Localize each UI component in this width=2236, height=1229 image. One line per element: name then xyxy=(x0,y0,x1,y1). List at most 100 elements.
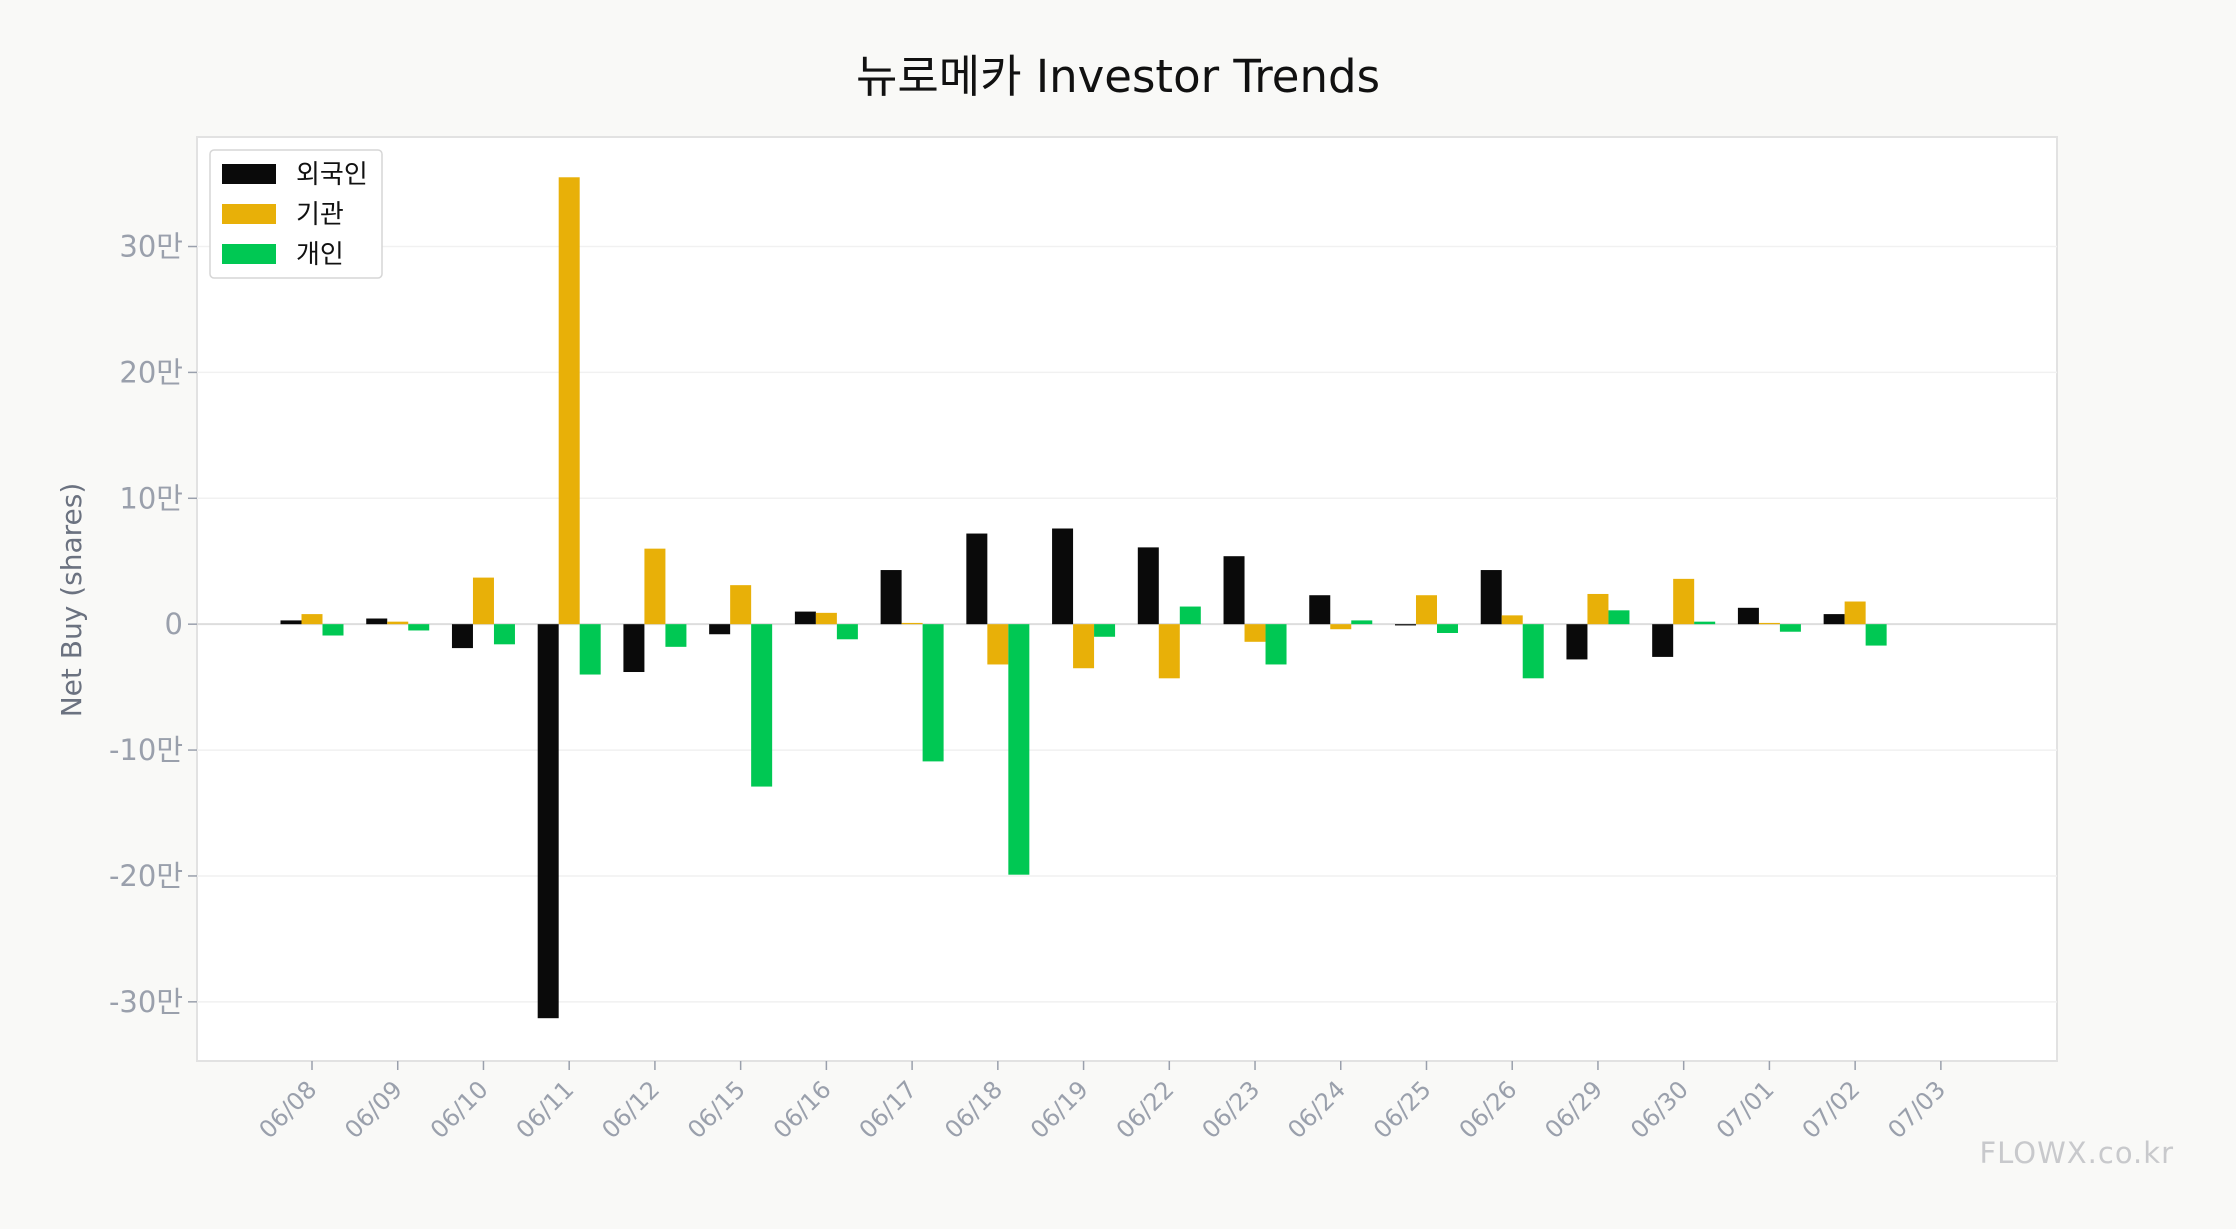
bar-외국인-06/26 xyxy=(1480,570,1502,625)
x-tick-label: 06/23 xyxy=(1197,1075,1266,1144)
bar-개인-07/01 xyxy=(1779,624,1801,632)
y-tick-label: 20만 xyxy=(119,355,183,389)
x-tick-label: 06/11 xyxy=(511,1075,580,1144)
x-tick-label: 06/16 xyxy=(768,1075,837,1144)
bar-개인-06/22 xyxy=(1179,606,1201,625)
bar-외국인-06/09 xyxy=(366,618,388,625)
y-tick-label: -20만 xyxy=(109,859,183,893)
bar-기관-06/26 xyxy=(1501,615,1523,625)
x-tick-label: 07/01 xyxy=(1711,1075,1780,1144)
y-tick-label: -10만 xyxy=(109,733,183,767)
x-tick-label: 06/12 xyxy=(596,1075,665,1144)
bar-기관-07/02 xyxy=(1844,601,1866,625)
bar-개인-06/18 xyxy=(1008,624,1030,875)
bar-외국인-06/29 xyxy=(1566,624,1588,660)
bar-개인-07/02 xyxy=(1865,624,1887,646)
bar-기관-06/25 xyxy=(1415,595,1437,625)
x-tick-label: 06/22 xyxy=(1111,1075,1180,1144)
y-tick-label: 0 xyxy=(165,607,183,641)
bar-외국인-06/19 xyxy=(1052,528,1074,625)
bar-외국인-06/23 xyxy=(1223,556,1245,625)
bar-외국인-06/17 xyxy=(880,570,902,625)
x-tick-label: 06/24 xyxy=(1282,1075,1351,1144)
bar-외국인-06/12 xyxy=(623,624,645,673)
bar-외국인-06/08 xyxy=(280,620,302,625)
bar-기관-06/17 xyxy=(901,622,923,625)
bar-외국인-06/16 xyxy=(794,611,816,625)
chart-title: 뉴로메카 Investor Trends xyxy=(856,50,1380,103)
x-tick-label: 07/02 xyxy=(1797,1075,1866,1144)
bar-개인-06/23 xyxy=(1265,624,1287,665)
bar-개인-06/08 xyxy=(322,624,344,636)
bar-개인-06/26 xyxy=(1522,624,1544,679)
x-tick-label: 06/17 xyxy=(854,1075,923,1144)
x-tick-label: 06/18 xyxy=(939,1075,1008,1144)
bars xyxy=(280,177,1887,1019)
bar-개인-06/16 xyxy=(836,624,858,640)
grid-lines xyxy=(197,245,2057,1003)
bar-기관-06/18 xyxy=(987,624,1009,665)
bar-개인-06/24 xyxy=(1351,620,1373,625)
bar-기관-06/11 xyxy=(558,177,580,625)
x-tick-label: 06/19 xyxy=(1025,1075,1094,1144)
bar-기관-06/29 xyxy=(1587,593,1609,625)
x-tick-label: 06/09 xyxy=(339,1075,408,1144)
bar-개인-06/12 xyxy=(665,624,687,647)
bar-개인-06/29 xyxy=(1608,610,1630,625)
legend-swatch xyxy=(222,164,276,184)
bar-개인-06/09 xyxy=(408,624,430,631)
bar-개인-06/15 xyxy=(751,624,773,787)
bar-외국인-07/01 xyxy=(1737,607,1759,625)
bar-기관-07/01 xyxy=(1758,622,1780,625)
bar-기관-06/09 xyxy=(387,621,409,625)
x-tick-label: 07/03 xyxy=(1882,1075,1951,1144)
bar-개인-06/25 xyxy=(1436,624,1458,633)
y-tick-label: 30만 xyxy=(119,230,183,264)
legend-swatch xyxy=(222,244,276,264)
bar-외국인-06/10 xyxy=(451,624,473,649)
x-tick-label: 06/26 xyxy=(1454,1075,1523,1144)
bar-기관-06/30 xyxy=(1673,578,1695,625)
bar-기관-06/08 xyxy=(301,614,323,625)
bar-기관-06/23 xyxy=(1244,624,1266,642)
bar-외국인-06/22 xyxy=(1137,547,1159,625)
x-tick-label: 06/25 xyxy=(1368,1075,1437,1144)
bar-외국인-06/11 xyxy=(537,624,559,1019)
bar-외국인-06/24 xyxy=(1309,595,1331,625)
bar-외국인-06/30 xyxy=(1652,624,1674,657)
bar-기관-06/24 xyxy=(1330,624,1352,630)
bar-개인-06/19 xyxy=(1094,624,1116,637)
legend-label: 외국인 xyxy=(296,160,368,190)
bar-개인-06/11 xyxy=(579,624,601,675)
plot-area xyxy=(196,136,2058,1062)
x-tick-label: 06/15 xyxy=(682,1075,751,1144)
watermark: FLOWX.co.kr xyxy=(1979,1136,2174,1170)
x-tick-label: 06/10 xyxy=(425,1075,494,1144)
legend-swatch xyxy=(222,204,276,224)
x-axis: 06/08 06/09 06/10 06/11 06/12 06/15 06/16 06/17… xyxy=(254,1061,1951,1144)
bar-기관-06/16 xyxy=(815,612,837,625)
x-tick-label: 06/30 xyxy=(1625,1075,1694,1144)
y-axis-label: Net Buy (shares) xyxy=(55,483,88,718)
y-tick-label: 10만 xyxy=(119,481,183,515)
x-tick-label: 06/29 xyxy=(1539,1075,1608,1144)
bar-기관-06/10 xyxy=(472,577,494,625)
bar-기관-06/22 xyxy=(1158,624,1180,679)
bar-기관-06/12 xyxy=(644,548,666,625)
bar-개인-06/10 xyxy=(493,624,515,645)
y-tick-label: -30만 xyxy=(109,985,183,1019)
legend-label: 기관 xyxy=(296,200,344,230)
bar-기관-06/15 xyxy=(730,585,752,625)
bar-외국인-07/02 xyxy=(1823,614,1845,625)
bar-외국인-06/18 xyxy=(966,533,988,625)
bar-기관-06/19 xyxy=(1073,624,1095,669)
x-tick-label: 06/08 xyxy=(254,1075,323,1144)
legend-label: 개인 xyxy=(296,240,344,270)
bar-개인-06/17 xyxy=(922,624,944,762)
y-axis: -30만 -20만 -10만 0 10만 20만 30만 xyxy=(109,230,197,1019)
bar-외국인-06/25 xyxy=(1394,624,1416,626)
bar-개인-06/30 xyxy=(1694,621,1716,625)
